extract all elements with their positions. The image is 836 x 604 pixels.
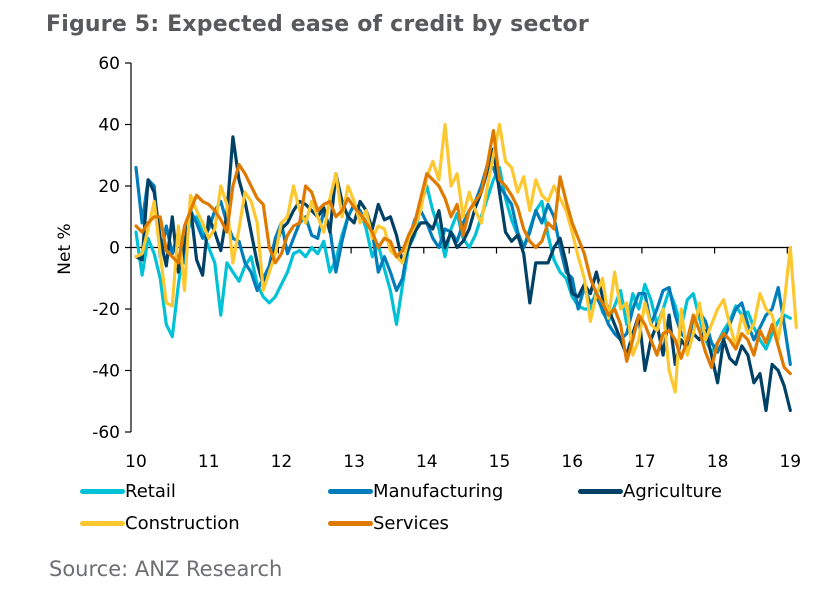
y-tick-label: 40 [98,116,120,136]
source-note: Source: ANZ Research [49,557,283,581]
y-tick-label: -60 [92,423,120,443]
legend-label: Agriculture [623,481,722,502]
legend-item-services: Services [328,513,449,534]
series-lines [134,122,798,413]
legend-label: Manufacturing [373,481,504,502]
x-tick-label: 14 [416,452,438,472]
x-tick-label: 15 [489,452,511,472]
legend-swatch [80,489,125,494]
legend-item-manufacturing: Manufacturing [328,481,503,502]
legend-label: Services [373,513,449,534]
legend-item-construction: Construction [80,513,240,534]
x-axis: 10 11 12 13 14 15 16 17 18 19 [125,246,801,472]
x-tick-label: 13 [343,452,365,472]
y-tick-label: 0 [109,239,120,259]
legend-label: Retail [125,481,176,502]
legend-swatch [328,521,373,526]
legend-label: Construction [125,513,240,534]
x-tick-label: 18 [707,452,729,472]
x-tick-label: 11 [198,452,220,472]
chart-title: Figure 5: Expected ease of credit by sec… [46,12,589,37]
legend-item-agriculture: Agriculture [578,481,722,502]
x-tick-label: 17 [634,452,656,472]
legend-swatch [328,489,373,494]
x-tick-label: 12 [271,452,293,472]
legend-swatch [578,489,623,494]
y-tick-label: 60 [98,54,120,74]
y-tick-label: -20 [92,300,120,320]
y-axis: 60 40 20 0 -20 -40 -60 [92,54,132,443]
legend-item-retail: Retail [80,481,176,502]
y-axis-title: Net % [55,223,75,274]
x-tick-label: 10 [125,452,147,472]
x-tick-label: 16 [561,452,583,472]
series-line-construction [134,122,798,394]
series-line-services [134,129,792,376]
x-tick-label: 19 [779,452,801,472]
legend-swatch [80,521,125,526]
series-line-manufacturing [134,162,792,366]
y-tick-label: -40 [92,362,120,382]
y-tick-label: 20 [98,177,120,197]
